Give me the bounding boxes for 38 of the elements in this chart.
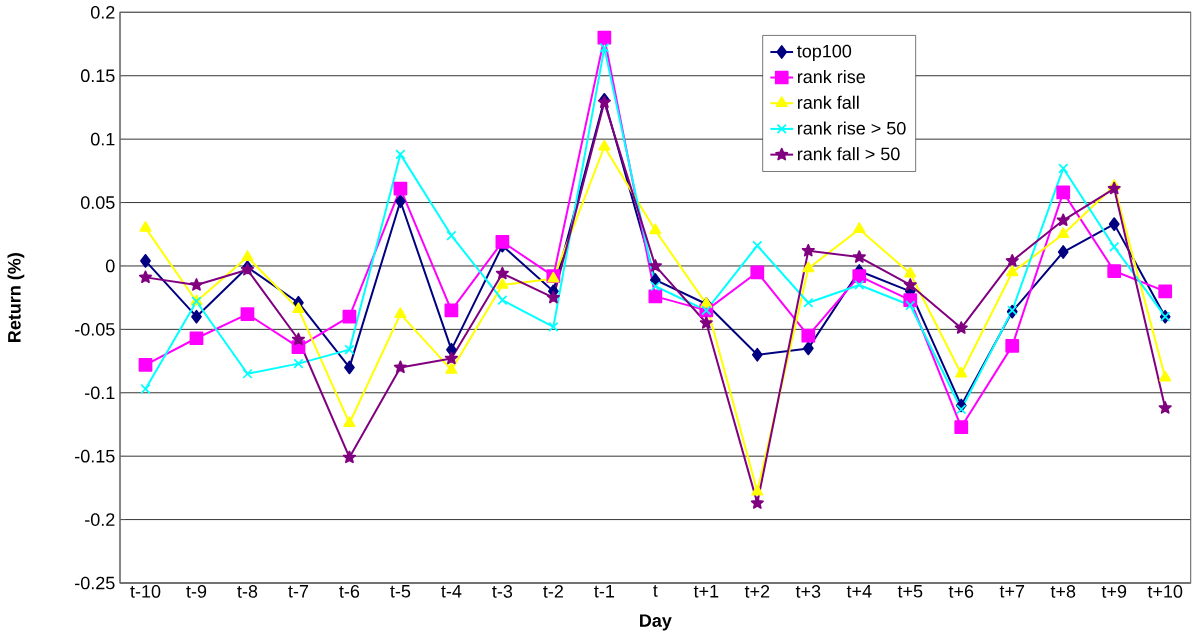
x-tick-label: t+9 [1101, 585, 1127, 598]
legend-label: rank rise > 50 [797, 121, 906, 135]
x-tick-label: t-6 [339, 585, 360, 598]
y-tick-label: -0.2 [85, 513, 115, 526]
x-axis-title: Day [640, 614, 672, 631]
x-tick-label: t+1 [693, 585, 719, 598]
x-tick-label: t+4 [846, 585, 872, 598]
y-tick-label: -0.1 [85, 386, 115, 400]
y-axis-title: Return (%) [7, 253, 25, 342]
y-tick-label: -0.15 [75, 449, 115, 463]
x-tick-label: t-7 [288, 585, 309, 598]
y-tick-label: 0.05 [80, 196, 115, 209]
x-tick-label: t+5 [897, 585, 923, 598]
y-tick-label: 0.2 [90, 5, 115, 19]
y-tick-label: 0 [105, 259, 115, 273]
y-tick-label: 0.1 [90, 132, 115, 146]
x-tick-label: t [653, 585, 658, 597]
y-tick-label: -0.25 [75, 576, 115, 590]
x-tick-label: t-3 [492, 585, 513, 598]
x-tick-label: t+8 [1050, 585, 1076, 598]
x-tick-label: t-5 [390, 585, 411, 598]
x-tick-label: t+7 [999, 585, 1025, 598]
x-tick-label: t+10 [1147, 585, 1183, 598]
x-tick-label: t+3 [795, 585, 821, 598]
x-tick-label: t-1 [594, 585, 614, 598]
legend-label: rank fall > 50 [797, 147, 900, 161]
x-tick-label: t+6 [948, 585, 974, 598]
x-tick-label: t-9 [186, 585, 207, 598]
legend-label: rank fall [797, 95, 859, 109]
y-tick-label: -0.05 [75, 323, 115, 336]
legend-label: rank rise [797, 69, 865, 84]
legend-label: top100 [797, 44, 852, 62]
x-tick-label: t-10 [130, 585, 161, 598]
x-tick-label: t-2 [543, 585, 563, 598]
x-tick-label: t-8 [237, 585, 258, 598]
x-tick-label: t-4 [441, 585, 462, 598]
x-tick-label: t+2 [744, 585, 770, 598]
y-tick-label: 0.15 [80, 69, 115, 83]
